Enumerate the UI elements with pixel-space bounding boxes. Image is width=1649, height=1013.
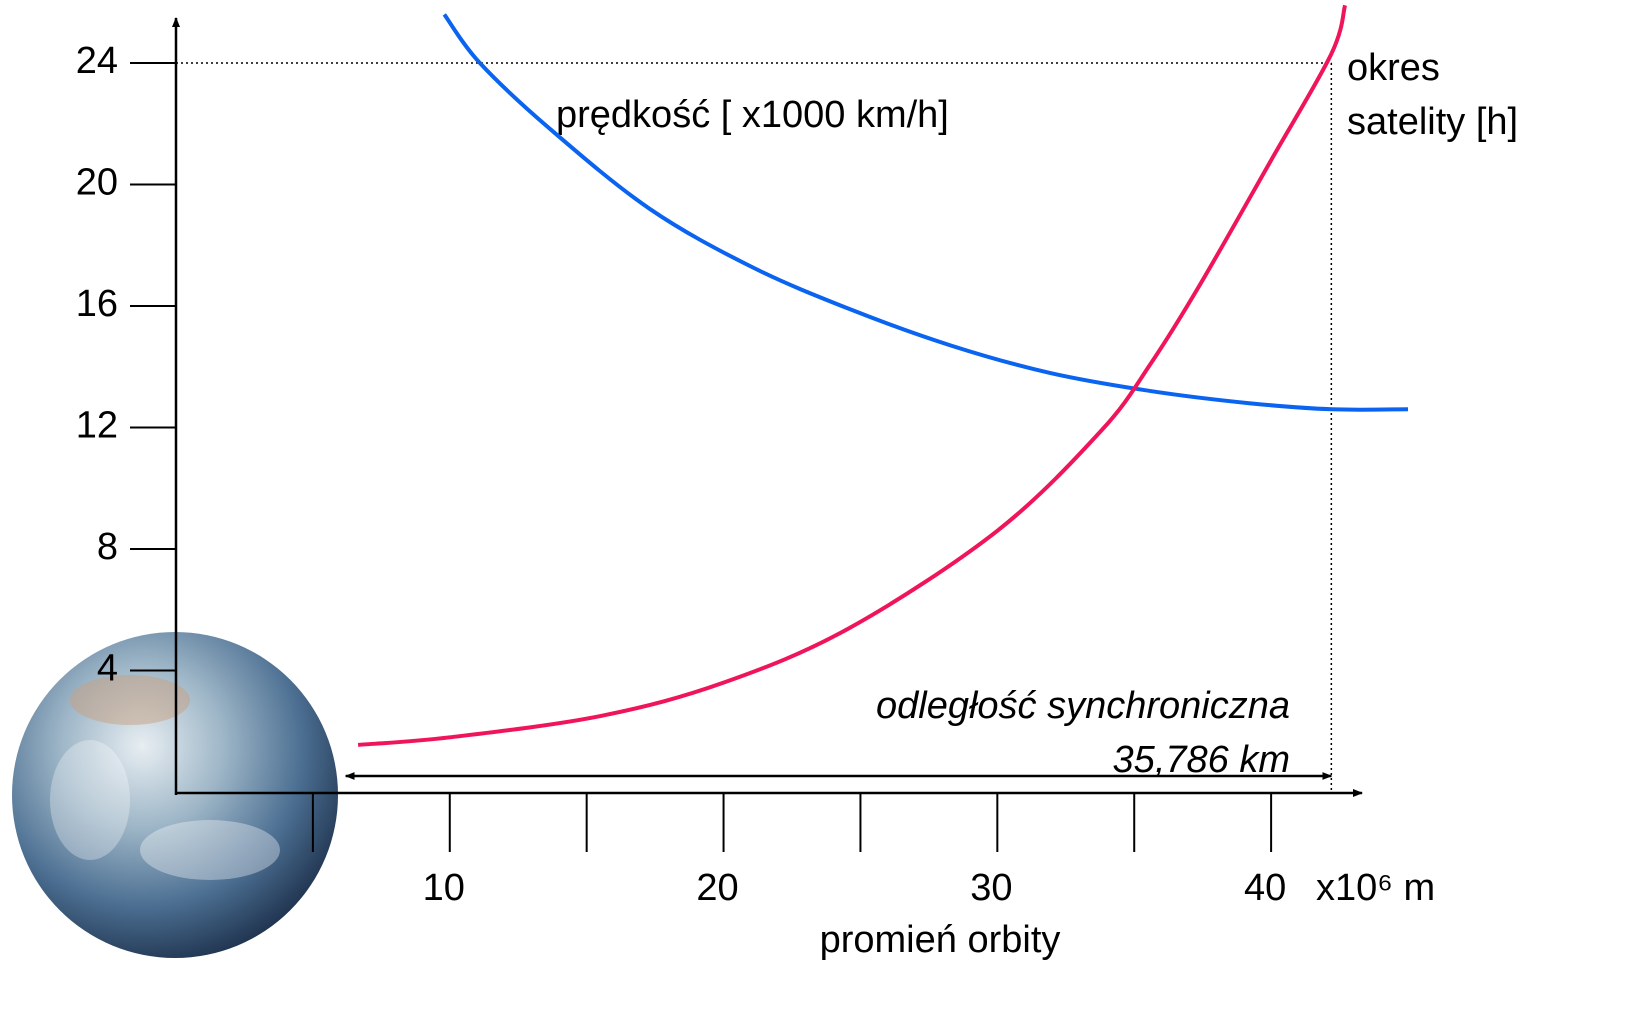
line-series xyxy=(357,4,1347,747)
x-tick-label: 20 xyxy=(696,867,738,909)
x-tick-label: 40 xyxy=(1244,867,1286,909)
y-tick-label: 24 xyxy=(76,40,118,82)
annotation: odległość synchroniczna xyxy=(876,685,1290,727)
series-label: okres xyxy=(1347,47,1440,89)
line-series xyxy=(442,13,1409,412)
x-tick-label: 30 xyxy=(970,867,1012,909)
y-tick-label: 8 xyxy=(97,526,118,568)
annotation: 35,786 km xyxy=(1113,739,1290,781)
x-axis-label: promień orbity xyxy=(820,919,1061,961)
y-tick-label: 16 xyxy=(76,283,118,325)
y-tick-label: 4 xyxy=(97,648,118,690)
y-tick-label: 20 xyxy=(76,162,118,204)
x-unit: x10⁶ m xyxy=(1316,867,1435,909)
series-label: satelity [h] xyxy=(1347,101,1518,143)
x-tick-label: 10 xyxy=(423,867,465,909)
series-label: prędkość [ x1000 km/h] xyxy=(556,94,949,136)
y-tick-label: 12 xyxy=(76,405,118,447)
